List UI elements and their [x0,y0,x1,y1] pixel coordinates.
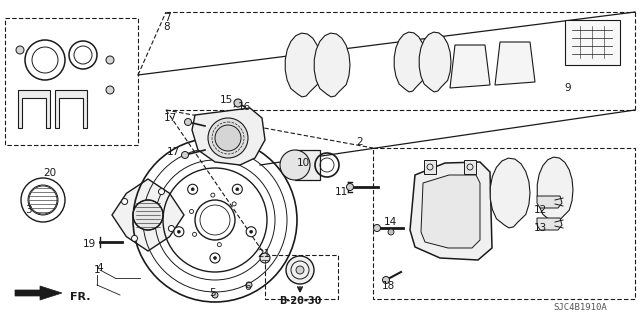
Polygon shape [314,33,350,97]
Circle shape [184,118,191,125]
Polygon shape [394,32,426,92]
Circle shape [286,256,314,284]
Circle shape [122,198,127,204]
Circle shape [177,230,180,233]
Bar [295,150,320,180]
Circle shape [234,99,242,107]
Polygon shape [18,90,50,128]
Circle shape [388,229,394,235]
Bar [565,20,620,65]
Circle shape [193,232,196,236]
Polygon shape [410,162,492,260]
Circle shape [346,183,353,190]
Text: FR.: FR. [70,292,90,302]
Circle shape [215,125,241,151]
Text: 13: 13 [533,223,547,233]
Circle shape [131,235,138,241]
Text: 17: 17 [166,147,180,157]
Polygon shape [112,179,184,251]
Text: 21: 21 [257,249,271,259]
Circle shape [260,253,270,263]
Bar [464,160,476,174]
Text: SJC4B1910A: SJC4B1910A [553,302,607,311]
Circle shape [214,256,216,259]
Text: 1: 1 [93,265,100,275]
Polygon shape [490,158,530,228]
Circle shape [374,225,381,232]
Polygon shape [495,42,535,85]
Circle shape [246,282,252,288]
Text: 7: 7 [164,13,170,23]
Circle shape [211,193,215,197]
Circle shape [250,230,253,233]
Text: 3: 3 [25,205,31,215]
Polygon shape [419,32,451,92]
Circle shape [296,266,304,274]
Polygon shape [285,33,321,97]
Circle shape [210,253,220,263]
Text: B-20-30: B-20-30 [279,296,321,306]
Circle shape [232,184,243,194]
Circle shape [189,210,193,213]
Bar [424,160,436,174]
Text: 20: 20 [44,168,56,178]
Text: 5: 5 [210,288,216,298]
Circle shape [212,292,218,298]
Polygon shape [450,45,490,88]
Text: 15: 15 [220,95,232,105]
Circle shape [383,277,390,284]
Circle shape [218,243,221,247]
Text: 14: 14 [383,217,397,227]
Circle shape [188,184,198,194]
Circle shape [168,226,174,232]
Circle shape [159,189,164,195]
Text: 12: 12 [533,205,547,215]
Circle shape [174,227,184,237]
Circle shape [280,150,310,180]
Circle shape [232,202,236,206]
Polygon shape [421,175,480,248]
Polygon shape [55,90,87,128]
Circle shape [236,188,239,191]
Circle shape [133,200,163,230]
Polygon shape [537,196,562,208]
Polygon shape [192,108,265,165]
Circle shape [191,188,194,191]
Circle shape [246,227,256,237]
Text: 18: 18 [381,281,395,291]
Text: 17: 17 [163,113,177,123]
Circle shape [106,86,114,94]
Text: 8: 8 [164,22,170,32]
Polygon shape [15,286,62,300]
Circle shape [208,118,248,158]
Circle shape [182,152,189,159]
Text: 19: 19 [83,239,95,249]
Text: 11: 11 [334,187,348,197]
Polygon shape [537,157,573,223]
Circle shape [16,46,24,54]
Text: 16: 16 [237,102,251,112]
Circle shape [106,56,114,64]
Text: 10: 10 [296,158,310,168]
Text: 6: 6 [244,282,252,292]
Text: 9: 9 [564,83,572,93]
Polygon shape [537,218,562,230]
Text: 4: 4 [97,263,103,273]
Text: 2: 2 [356,137,364,147]
